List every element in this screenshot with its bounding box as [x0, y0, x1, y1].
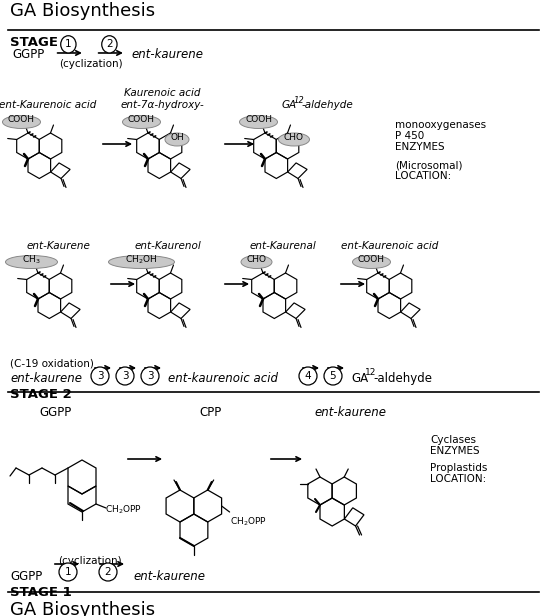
Text: monooxygenases: monooxygenases: [395, 120, 486, 130]
Text: COOH: COOH: [245, 116, 272, 124]
Text: LOCATION:: LOCATION:: [395, 171, 451, 181]
Ellipse shape: [299, 367, 317, 385]
Ellipse shape: [59, 563, 77, 581]
Text: STAGE 2: STAGE 2: [10, 388, 72, 401]
Text: ent-kaurene: ent-kaurene: [314, 406, 386, 419]
Text: CPP: CPP: [199, 406, 221, 419]
Ellipse shape: [3, 116, 40, 129]
Text: ent-kaurene: ent-kaurene: [131, 48, 203, 61]
Text: 2: 2: [104, 567, 111, 577]
Text: CH$_2$OPP: CH$_2$OPP: [230, 516, 266, 529]
Text: P 450: P 450: [395, 131, 424, 141]
Text: ent-Kaurenol: ent-Kaurenol: [135, 241, 201, 251]
Text: ent-kaurene: ent-kaurene: [133, 570, 205, 583]
Text: Cyclases: Cyclases: [430, 435, 476, 445]
Text: -aldehyde: -aldehyde: [373, 372, 432, 385]
Text: COOH: COOH: [358, 256, 385, 264]
Ellipse shape: [99, 563, 117, 581]
Text: LOCATION:: LOCATION:: [430, 474, 486, 484]
Text: 12: 12: [294, 96, 305, 105]
Text: CH$_2$OH: CH$_2$OH: [125, 254, 158, 266]
Text: 1: 1: [65, 567, 71, 577]
Ellipse shape: [165, 133, 189, 146]
Ellipse shape: [108, 256, 174, 269]
Text: 4: 4: [305, 371, 311, 381]
Text: (Microsomal): (Microsomal): [395, 160, 463, 170]
Ellipse shape: [91, 367, 109, 385]
Text: 2: 2: [106, 39, 113, 49]
Text: ent-Kaurene: ent-Kaurene: [26, 241, 90, 251]
Circle shape: [102, 36, 117, 53]
Text: ent-Kaurenoic acid: ent-Kaurenoic acid: [341, 241, 439, 251]
Text: CH$_2$OPP: CH$_2$OPP: [105, 503, 142, 516]
Text: COOH: COOH: [8, 116, 35, 124]
Text: 3: 3: [147, 371, 153, 381]
Text: 5: 5: [330, 371, 336, 381]
Text: (C-19 oxidation): (C-19 oxidation): [10, 358, 94, 368]
Text: ent-kaurene: ent-kaurene: [10, 372, 82, 385]
Text: 3: 3: [121, 371, 129, 381]
Text: ent-kaurenoic acid: ent-kaurenoic acid: [168, 372, 278, 385]
Text: GGPP: GGPP: [39, 406, 71, 419]
Ellipse shape: [116, 367, 134, 385]
Text: Proplastids: Proplastids: [430, 463, 487, 473]
Text: OH: OH: [170, 133, 184, 142]
Text: Kaurenoic acid: Kaurenoic acid: [124, 88, 200, 98]
Text: COOH: COOH: [128, 116, 155, 124]
Text: CH$_3$: CH$_3$: [22, 254, 41, 266]
Ellipse shape: [352, 256, 391, 269]
Text: GA: GA: [351, 372, 368, 385]
Text: GGPP: GGPP: [12, 48, 44, 61]
Ellipse shape: [324, 367, 342, 385]
Text: GA Biosynthesis: GA Biosynthesis: [10, 601, 155, 616]
Text: 3: 3: [97, 371, 103, 381]
Text: GGPP: GGPP: [10, 570, 42, 583]
Ellipse shape: [240, 116, 277, 129]
Text: (cyclization): (cyclization): [59, 59, 123, 69]
Text: ent-7α-hydroxy-: ent-7α-hydroxy-: [120, 100, 204, 110]
Text: GA: GA: [282, 100, 297, 110]
Text: 12: 12: [365, 368, 376, 377]
Text: GA Biosynthesis: GA Biosynthesis: [10, 2, 155, 20]
Text: CHO: CHO: [247, 256, 266, 264]
Ellipse shape: [123, 116, 160, 129]
Ellipse shape: [278, 133, 310, 146]
Ellipse shape: [241, 256, 272, 269]
Circle shape: [61, 36, 76, 53]
Text: ENZYMES: ENZYMES: [430, 446, 480, 456]
Text: 1: 1: [65, 39, 72, 49]
Text: -aldehyde: -aldehyde: [302, 100, 354, 110]
Text: ENZYMES: ENZYMES: [395, 142, 445, 152]
Text: ent-Kaurenal: ent-Kaurenal: [249, 241, 316, 251]
Text: STAGE 1: STAGE 1: [10, 586, 72, 599]
Text: ent-Kaurenoic acid: ent-Kaurenoic acid: [0, 100, 97, 110]
Text: CHO: CHO: [284, 133, 304, 142]
Text: (cyclization): (cyclization): [58, 556, 121, 566]
Text: STAGE 1: STAGE 1: [10, 36, 72, 49]
Ellipse shape: [5, 256, 57, 269]
Ellipse shape: [141, 367, 159, 385]
